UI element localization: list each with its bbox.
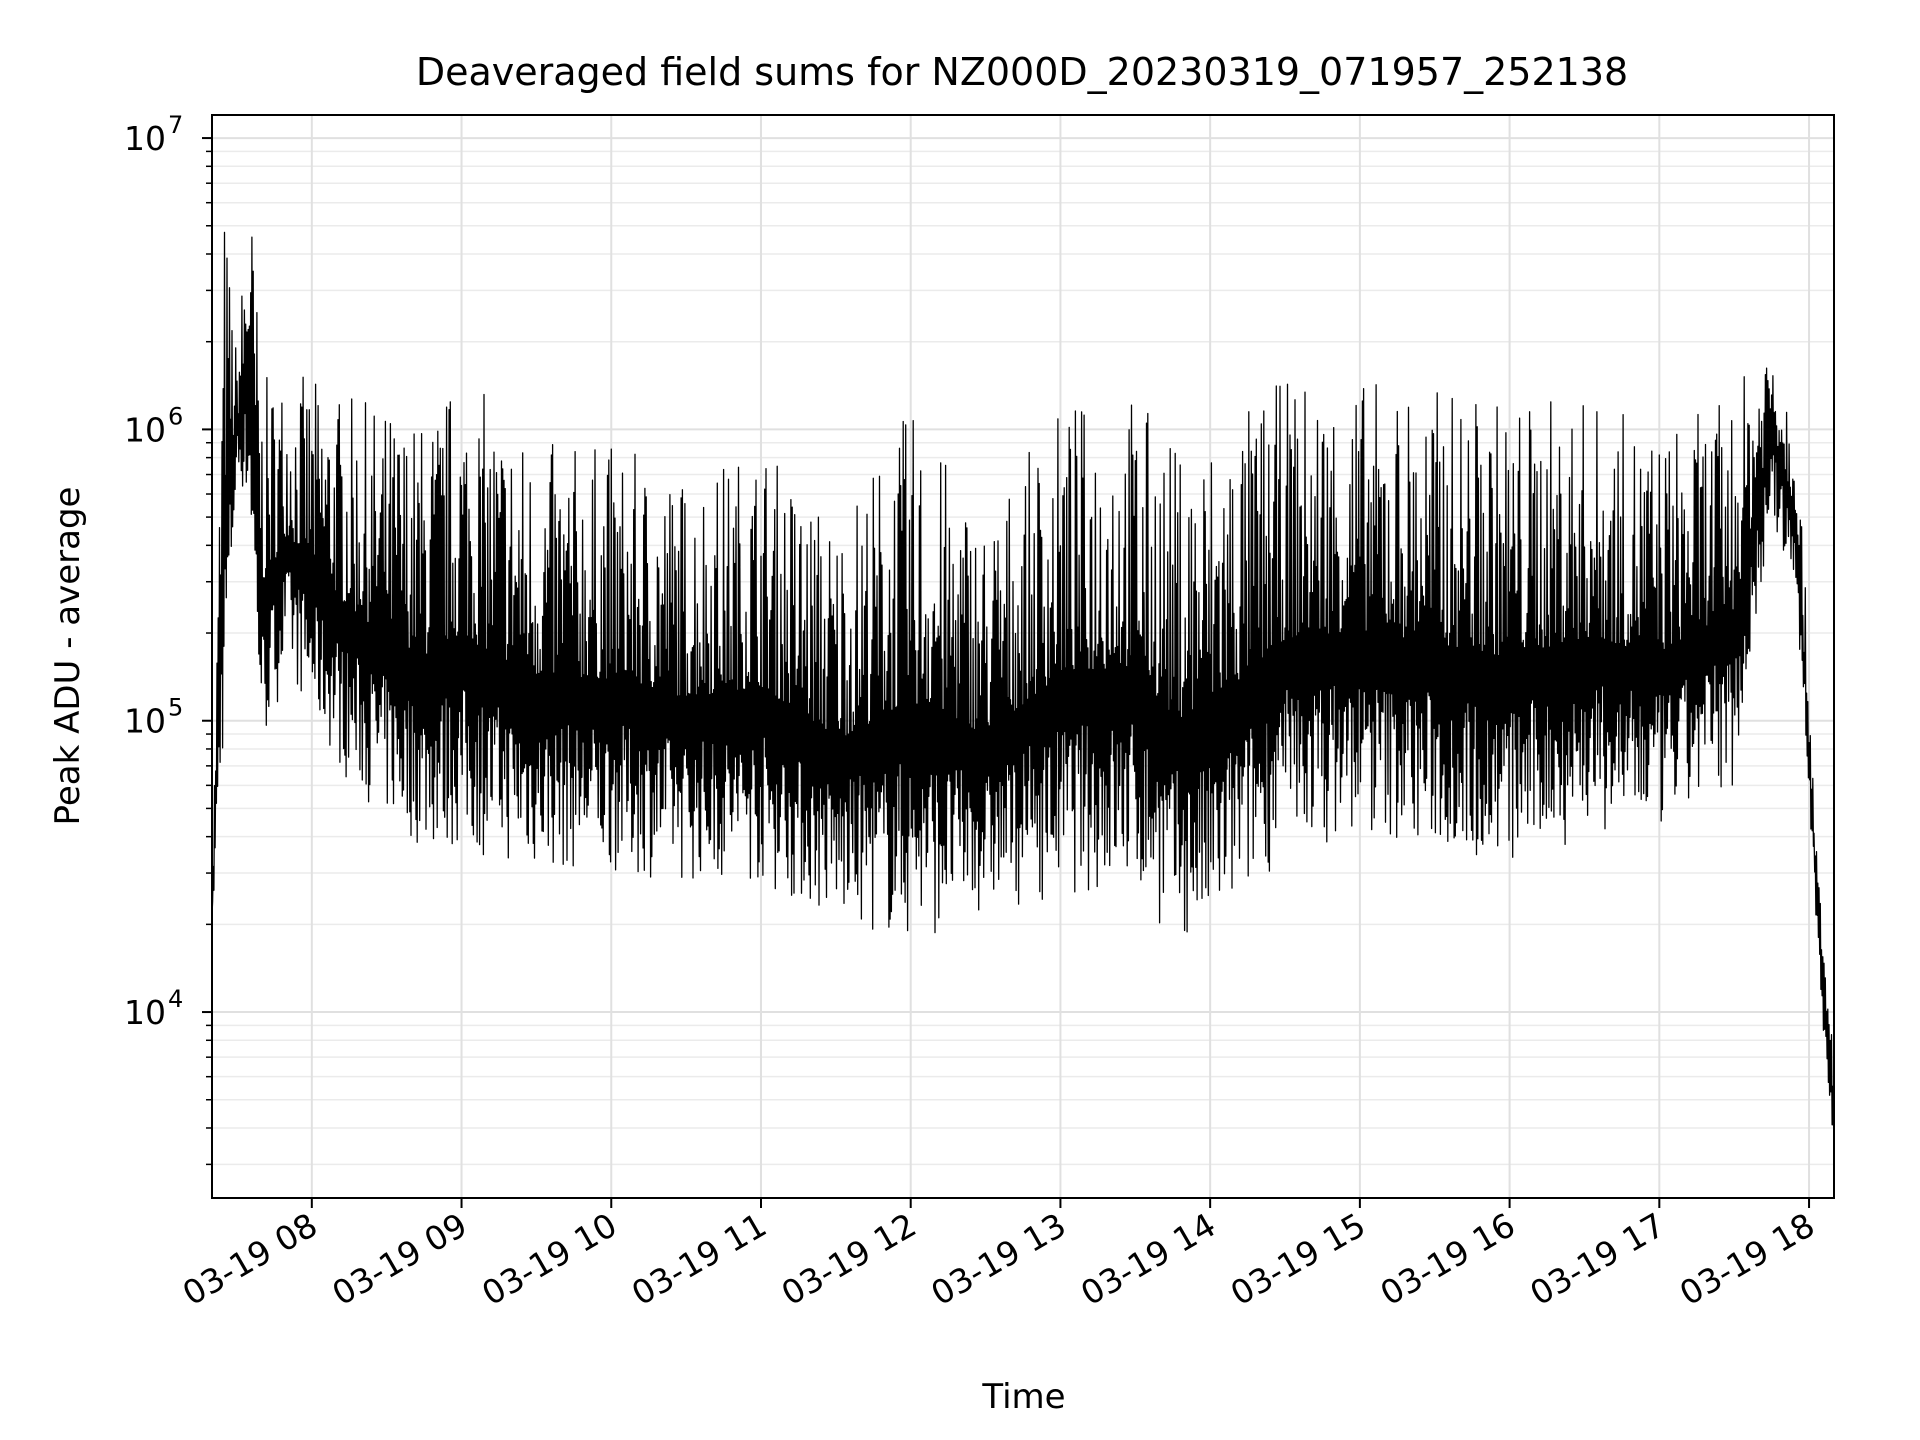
chart-title: Deaveraged field sums for NZ000D_2023031… xyxy=(416,50,1628,94)
y-axis-label: Peak ADU - average xyxy=(48,487,88,826)
series-group xyxy=(211,231,1835,1126)
y-tick-exponent: 5 xyxy=(168,694,183,722)
y-tick-exponent: 4 xyxy=(168,985,183,1013)
y-tick-label: 10 xyxy=(124,119,166,158)
series-line xyxy=(211,231,1835,1126)
plot-frame xyxy=(211,114,1835,1199)
y-tick-label: 10 xyxy=(124,410,166,449)
y-tick-label: 10 xyxy=(124,702,166,741)
y-tick-exponent: 6 xyxy=(168,402,183,430)
x-axis-label: Time xyxy=(981,1377,1065,1417)
y-tick-exponent: 7 xyxy=(168,111,183,139)
y-tick-label: 10 xyxy=(124,993,166,1032)
